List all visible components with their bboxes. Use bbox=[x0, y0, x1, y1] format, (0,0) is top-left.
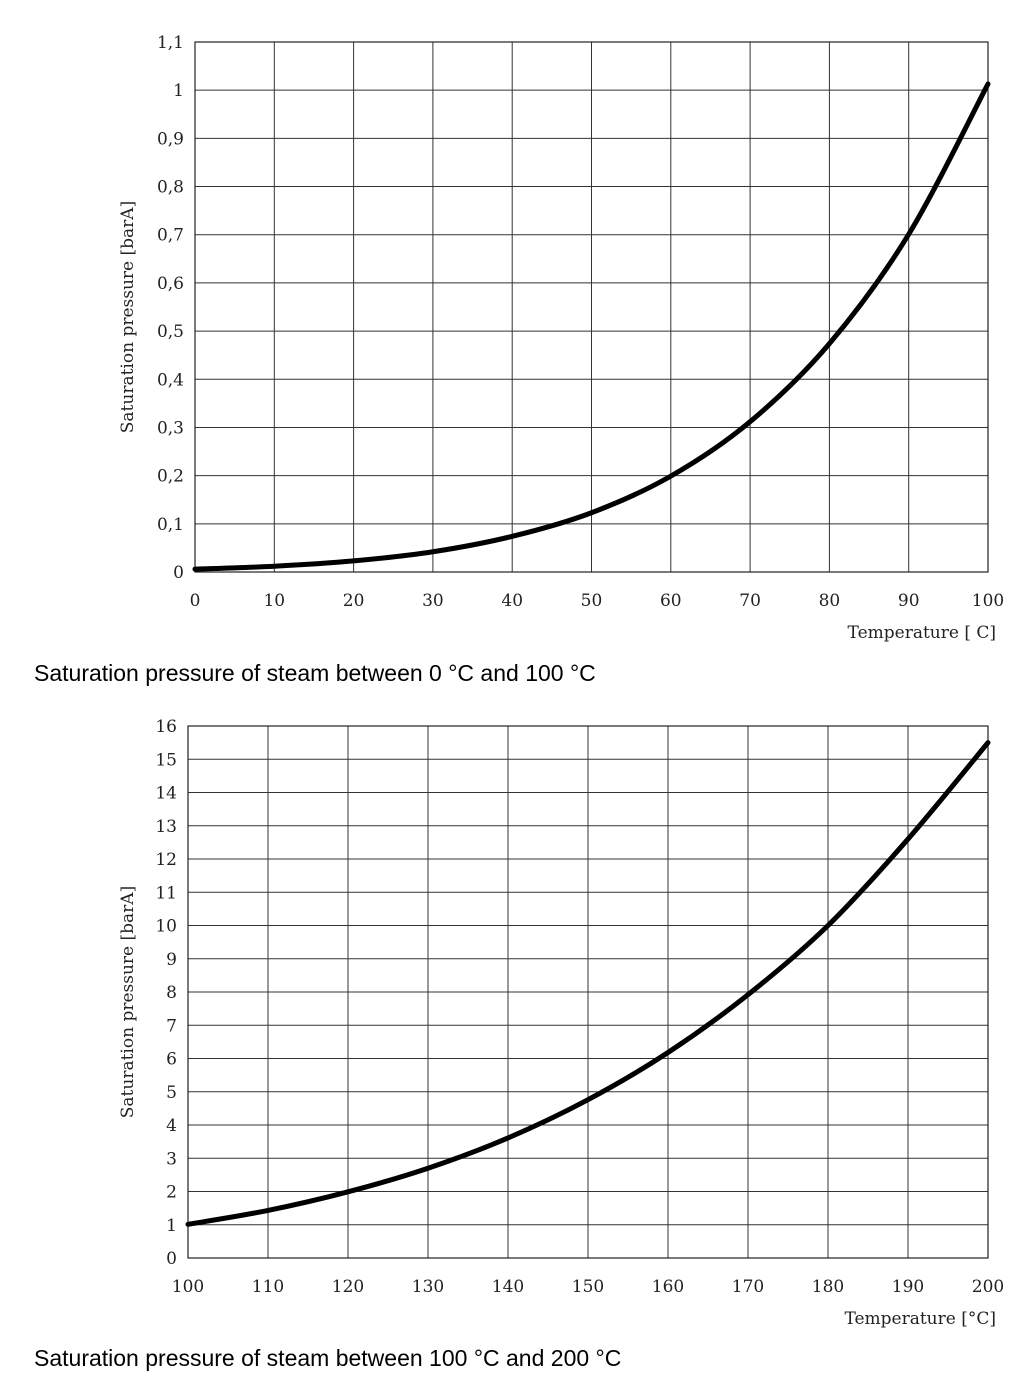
chart-2-y-tick-label: 6 bbox=[166, 1050, 177, 1070]
chart-2-caption: Saturation pressure of steam between 100… bbox=[34, 1345, 622, 1371]
chart-1-y-tick-label: 0,1 bbox=[157, 515, 184, 535]
chart-2-x-axis-title: Temperature [°C] bbox=[844, 1309, 996, 1329]
chart-1-x-axis-title: Temperature [ C] bbox=[848, 623, 996, 643]
chart-2-x-tick-label: 170 bbox=[732, 1277, 764, 1297]
chart-2-x-tick-label: 120 bbox=[332, 1277, 364, 1297]
chart-1-y-tick-label: 0 bbox=[173, 563, 184, 583]
chart-2-x-tick-label: 130 bbox=[412, 1277, 444, 1297]
chart-2-x-tick-label: 180 bbox=[812, 1277, 844, 1297]
chart-1-x-tick-label: 30 bbox=[422, 591, 444, 611]
chart-1-y-tick-label: 0,6 bbox=[157, 274, 184, 294]
chart-2-x-tick-label: 140 bbox=[492, 1277, 524, 1297]
chart-1-x-tick-label: 50 bbox=[581, 591, 603, 611]
chart-2-y-axis-title: Saturation pressure [barA] bbox=[118, 886, 138, 1118]
chart-2-x-tick-label: 190 bbox=[892, 1277, 924, 1297]
chart-2-y-tick-label: 13 bbox=[155, 817, 177, 837]
chart-2-y-tick-label: 9 bbox=[166, 950, 177, 970]
chart-2-y-tick-label: 5 bbox=[166, 1083, 177, 1103]
chart-2-y-tick-label: 7 bbox=[166, 1016, 177, 1036]
chart-1-y-tick-label: 0,8 bbox=[157, 178, 184, 198]
chart-1-x-tick-label: 70 bbox=[739, 591, 761, 611]
chart-1-y-tick-label: 0,4 bbox=[157, 370, 184, 390]
chart-2-x-tick-label: 100 bbox=[172, 1277, 204, 1297]
chart-2-y-tick-label: 14 bbox=[155, 784, 177, 804]
chart-1-x-tick-label: 80 bbox=[819, 591, 841, 611]
chart-1-x-tick-label: 0 bbox=[190, 591, 201, 611]
chart-1-series-line bbox=[192, 81, 991, 572]
chart-1-y-tick-label: 0,9 bbox=[157, 129, 184, 149]
chart-1-y-tick-label: 1,1 bbox=[157, 33, 184, 53]
chart-1-x-tick-label: 40 bbox=[501, 591, 523, 611]
chart-1-x-tick-label: 60 bbox=[660, 591, 682, 611]
chart-2-plot-frame bbox=[187, 725, 989, 1259]
chart-1-x-tick-label: 10 bbox=[263, 591, 285, 611]
chart-2-y-tick-label: 2 bbox=[166, 1183, 177, 1203]
chart-1-x-tick-label: 20 bbox=[343, 591, 365, 611]
chart-2-y-tick-label: 0 bbox=[166, 1249, 177, 1269]
chart-1-x-tick-label: 100 bbox=[972, 591, 1004, 611]
chart-1-caption: Saturation pressure of steam between 0 °… bbox=[34, 660, 596, 686]
chart-2-y-tick-label: 1 bbox=[166, 1216, 177, 1236]
chart-2-y-tick-label: 15 bbox=[155, 750, 177, 770]
chart-2-y-tick-label: 4 bbox=[166, 1116, 177, 1136]
chart-1-y-tick-label: 0,2 bbox=[157, 467, 184, 487]
chart-1-x-tick-label: 90 bbox=[898, 591, 920, 611]
chart-1-y-tick-label: 0,3 bbox=[157, 418, 184, 438]
chart-2-y-tick-label: 10 bbox=[155, 917, 177, 937]
chart-2-y-tick-label: 12 bbox=[155, 850, 177, 870]
chart-1-y-tick-label: 0,7 bbox=[157, 226, 184, 246]
chart-2-x-tick-label: 160 bbox=[652, 1277, 684, 1297]
chart-1-y-axis-title: Saturation pressure [barA] bbox=[118, 201, 138, 433]
chart-2-y-tick-label: 16 bbox=[155, 717, 177, 737]
chart-2-x-tick-label: 150 bbox=[572, 1277, 604, 1297]
chart-1: 0 10 20 30 40 50 60 70 80 90 100 0 0,1 0,2 0,3 0,4 0,5 0,… bbox=[118, 33, 1004, 643]
chart-1-y-tick-label: 0,5 bbox=[157, 322, 184, 342]
chart-2-x-tick-label: 200 bbox=[972, 1277, 1004, 1297]
chart-2: 100 110 120 130 140 150 160 170 180 190 2000123456… bbox=[118, 717, 1004, 1329]
chart-1-plot-frame bbox=[194, 41, 989, 573]
chart-2-y-tick-label: 11 bbox=[155, 883, 177, 903]
chart-2-y-tick-label: 3 bbox=[166, 1149, 177, 1169]
chart-1-y-tick-label: 1 bbox=[173, 81, 184, 101]
chart-2-series-line bbox=[185, 740, 991, 1227]
chart-2-x-tick-label: 110 bbox=[252, 1277, 284, 1297]
chart-2-y-tick-label: 8 bbox=[166, 983, 177, 1003]
